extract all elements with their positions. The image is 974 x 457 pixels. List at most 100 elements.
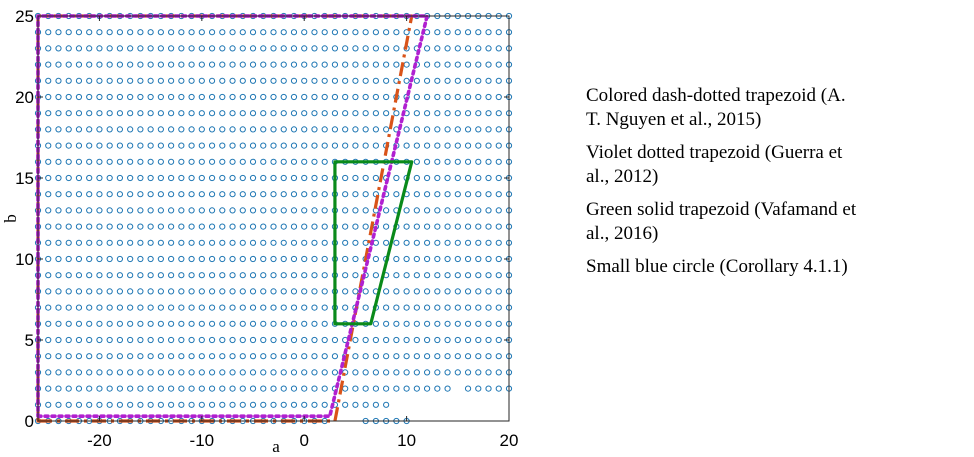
data-point-circle xyxy=(157,207,164,214)
data-point-circle xyxy=(219,61,226,68)
data-point-circle xyxy=(188,223,195,230)
data-point-circle xyxy=(485,29,492,36)
data-point-circle xyxy=(208,288,216,295)
data-point-circle xyxy=(352,174,359,182)
data-point-circle xyxy=(413,110,420,117)
data-point-circle xyxy=(362,126,369,133)
data-point-circle xyxy=(137,401,144,408)
data-point-circle xyxy=(454,29,461,36)
data-point-circle xyxy=(393,174,400,182)
data-point-circle xyxy=(495,61,502,68)
data-point-circle xyxy=(198,385,205,392)
data-point-circle xyxy=(434,239,441,246)
data-point-circle xyxy=(342,255,349,263)
data-point-circle xyxy=(127,401,134,408)
data-point-circle xyxy=(260,93,267,101)
data-point-circle xyxy=(106,239,113,246)
x-tick-label: -20 xyxy=(87,431,112,450)
data-point-circle xyxy=(434,336,441,344)
data-point-circle xyxy=(464,61,472,68)
data-point-circle xyxy=(464,385,472,392)
data-point-circle xyxy=(464,304,472,311)
data-point-circle xyxy=(137,369,144,376)
data-point-circle xyxy=(86,255,93,263)
data-point-circle xyxy=(280,369,287,376)
data-point-circle xyxy=(403,320,410,327)
data-point-circle xyxy=(75,126,83,133)
data-point-circle xyxy=(229,239,236,246)
data-point-circle xyxy=(116,288,124,295)
data-point-circle xyxy=(301,93,308,101)
data-point-circle xyxy=(423,239,431,246)
data-point-circle xyxy=(86,207,93,214)
data-point-circle xyxy=(301,158,308,165)
data-point-circle xyxy=(260,110,267,117)
data-point-circle xyxy=(178,401,185,408)
data-point-circle xyxy=(116,126,124,133)
data-point-circle xyxy=(321,304,328,311)
data-point-circle xyxy=(290,126,298,133)
data-point-circle xyxy=(464,353,472,360)
data-point-circle xyxy=(188,272,195,279)
data-point-circle xyxy=(229,353,236,360)
y-tick-label: 5 xyxy=(25,331,34,350)
data-point-circle xyxy=(229,304,236,311)
data-point-circle xyxy=(188,93,195,101)
data-point-circle xyxy=(270,401,277,408)
data-point-circle xyxy=(168,369,175,376)
legend-entry: Violet dotted trapezoid (Guerra et al., 2… xyxy=(586,142,843,187)
data-point-circle xyxy=(55,142,62,149)
data-point-circle xyxy=(352,110,359,117)
data-point-circle xyxy=(157,369,164,376)
data-point-circle xyxy=(280,288,287,295)
data-point-circle xyxy=(219,158,226,165)
data-point-circle xyxy=(116,45,124,52)
data-point-circle xyxy=(301,239,308,246)
data-point-circle xyxy=(434,255,441,263)
data-point-circle xyxy=(239,255,246,263)
data-point-circle xyxy=(321,272,328,279)
data-point-circle xyxy=(75,353,83,360)
data-point-circle xyxy=(270,191,277,198)
data-point-circle xyxy=(208,191,216,198)
data-point-circle xyxy=(188,29,195,36)
data-point-circle xyxy=(311,77,318,84)
data-point-circle xyxy=(403,255,410,263)
data-point-circle xyxy=(188,110,195,117)
data-point-circle xyxy=(444,369,451,376)
data-point-circle xyxy=(55,401,62,408)
data-point-circle xyxy=(188,369,195,376)
data-point-circle xyxy=(454,191,461,198)
data-point-circle xyxy=(495,29,502,36)
data-point-circle xyxy=(188,353,195,360)
data-point-circle xyxy=(168,191,175,198)
data-point-circle xyxy=(45,239,52,246)
data-point-circle xyxy=(495,126,502,133)
data-point-circle xyxy=(208,239,216,246)
data-point-circle xyxy=(383,320,390,327)
data-point-circle xyxy=(434,353,441,360)
data-point-circle xyxy=(444,223,451,230)
data-point-circle xyxy=(65,142,72,149)
data-point-circle xyxy=(45,158,52,165)
data-point-circle xyxy=(280,158,287,165)
data-point-circle xyxy=(239,239,246,246)
data-point-circle xyxy=(331,110,339,117)
legend-entry-line: Green solid trapezoid (Vafamand et xyxy=(586,199,857,220)
y-tick-label: 15 xyxy=(15,169,34,188)
data-point-circle xyxy=(65,110,72,117)
data-point-circle xyxy=(188,385,195,392)
data-point-circle xyxy=(55,288,62,295)
data-point-circle xyxy=(106,110,113,117)
data-point-circle xyxy=(86,239,93,246)
data-point-circle xyxy=(157,239,164,246)
data-point-circle xyxy=(260,385,267,392)
data-point-circle xyxy=(270,61,277,68)
data-point-circle xyxy=(352,61,359,68)
data-point-circle xyxy=(239,158,246,165)
data-point-circle xyxy=(485,174,492,182)
data-point-circle xyxy=(168,239,175,246)
data-point-circle xyxy=(157,110,164,117)
data-point-circle xyxy=(65,272,72,279)
data-point-circle xyxy=(65,207,72,214)
